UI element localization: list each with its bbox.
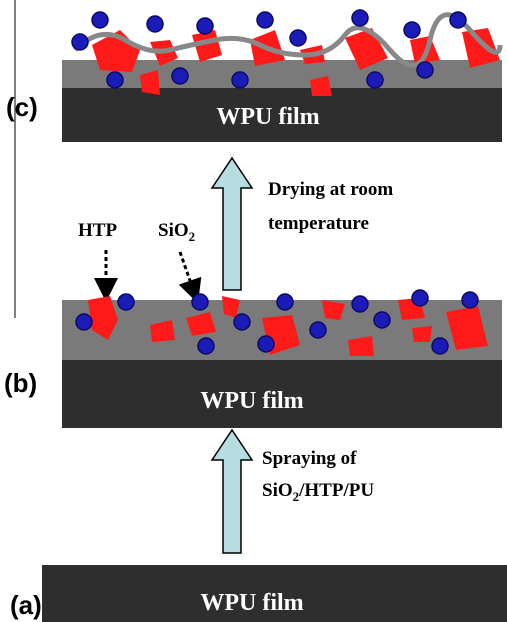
step-arrow <box>212 158 252 290</box>
text: /HTP/PU <box>298 480 374 501</box>
step-text: Drying at room <box>268 179 393 200</box>
step-text: SiO2/HTP/PU <box>262 480 374 504</box>
subscript: 2 <box>189 229 196 244</box>
pointer <box>180 252 194 292</box>
panel-label: (c) <box>6 92 38 122</box>
step-text: Spraying of <box>262 448 357 469</box>
film-label: WPU film <box>200 590 303 616</box>
panel-label: (a) <box>10 590 42 620</box>
diagram: (c) WPU film Drying at room temperature … <box>0 0 507 622</box>
film-label: WPU film <box>216 104 319 130</box>
step-arrow <box>212 430 252 553</box>
panel-label: (b) <box>4 368 37 398</box>
text: SiO <box>262 480 293 501</box>
step-text: temperature <box>268 213 369 234</box>
htp-label: HTP <box>78 220 117 241</box>
film-label: WPU film <box>200 388 303 414</box>
sio2-label: SiO2 <box>158 220 195 244</box>
text: SiO <box>158 220 189 241</box>
